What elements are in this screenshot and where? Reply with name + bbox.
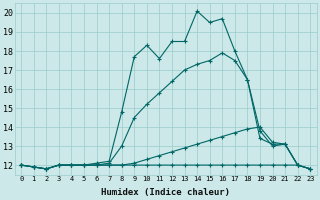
X-axis label: Humidex (Indice chaleur): Humidex (Indice chaleur) xyxy=(101,188,230,197)
